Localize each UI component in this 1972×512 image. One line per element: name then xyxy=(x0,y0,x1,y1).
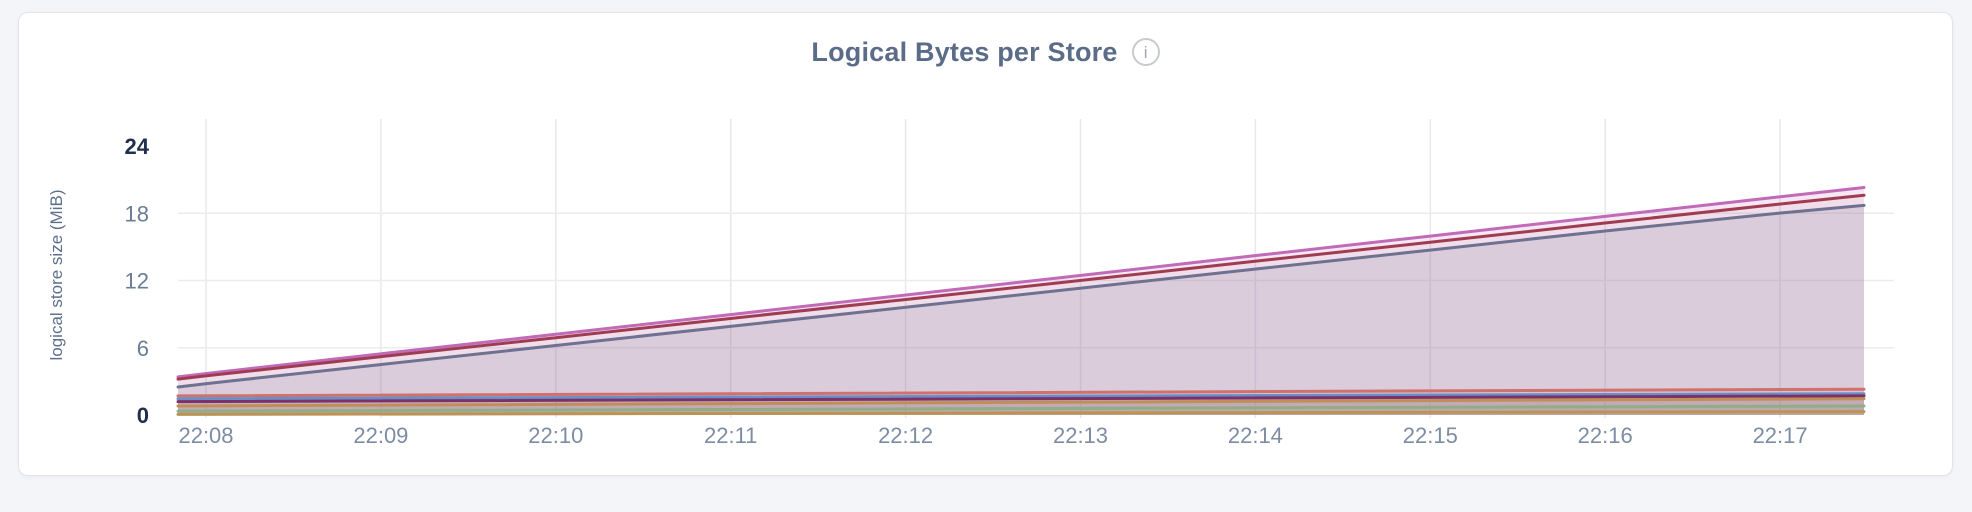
chart-plot[interactable]: 24 18 12 6 0 22:08 22:09 22:10 22:11 22:12 22:13 22… xyxy=(19,91,1954,473)
y-tick-label: 24 xyxy=(125,134,150,159)
x-tick-label: 22:16 xyxy=(1578,423,1633,448)
series-fill-store-rising-slate xyxy=(178,205,1864,415)
x-tick-label: 22:11 xyxy=(704,423,757,448)
x-tick-label: 22:17 xyxy=(1753,423,1808,448)
x-tick-label: 22:14 xyxy=(1228,423,1283,448)
plot-hover-area[interactable] xyxy=(178,119,1894,418)
series-line-store-flat-purple xyxy=(176,394,1866,404)
y-tick-label: 12 xyxy=(125,269,149,294)
series-line-store-flat-gold xyxy=(176,410,1866,416)
series-line-store-flat-salmon xyxy=(176,387,1866,398)
y-tick-label: 18 xyxy=(125,201,149,226)
chart-card: Logical Bytes per Store i logical store … xyxy=(18,12,1953,476)
x-tick-label: 22:13 xyxy=(1053,423,1108,448)
series-line-store-rising-maroon xyxy=(176,193,1866,381)
x-tick-label: 22:10 xyxy=(528,423,583,448)
series-line-store-flat-blue xyxy=(176,392,1866,401)
chart-header: Logical Bytes per Store i xyxy=(19,13,1952,91)
series-line-store-rising-pink xyxy=(176,186,1866,379)
series-fill-store-rising-pink xyxy=(178,187,1864,415)
x-tick-label: 22:15 xyxy=(1403,423,1458,448)
chart-title: Logical Bytes per Store xyxy=(811,36,1118,67)
x-tick-label: 22:08 xyxy=(178,423,233,448)
y-tick-label: 0 xyxy=(137,403,149,428)
x-tick-label: 22:09 xyxy=(353,423,408,448)
y-tick-label: 6 xyxy=(137,336,149,361)
series-line-store-flat-green xyxy=(176,404,1866,413)
series-line-store-rising-slate xyxy=(176,203,1866,389)
x-tick-label: 22:12 xyxy=(878,423,933,448)
y-axis-title: logical store size (MiB) xyxy=(47,189,66,361)
series-line-store-flat-tan xyxy=(176,397,1866,408)
info-icon[interactable]: i xyxy=(1131,38,1160,66)
